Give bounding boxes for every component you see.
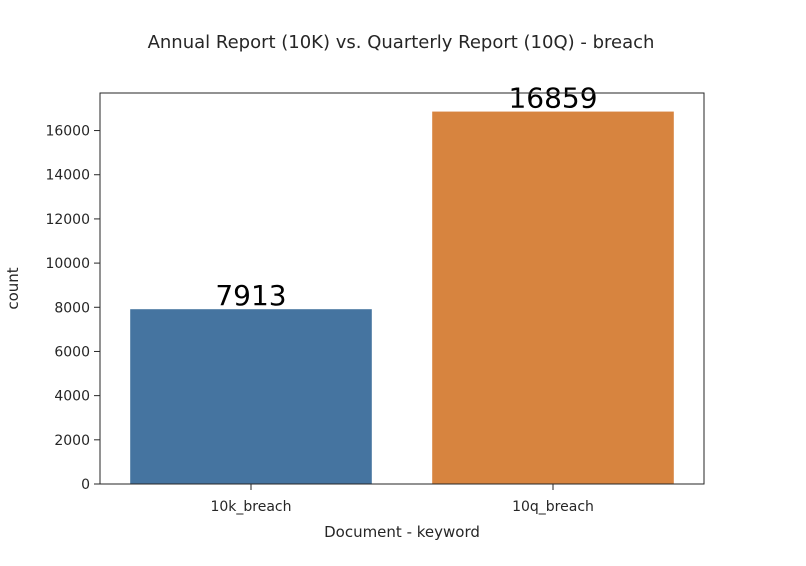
y-axis-ticks: 0 2000 4000 6000 8000 10000 12000 14000 16000 xyxy=(45,124,100,493)
data-label-10k_breach: 7913 xyxy=(215,279,286,312)
y-tick-label: 4000 xyxy=(54,389,90,405)
bar-10q_breach xyxy=(432,111,674,484)
y-tick-label: 8000 xyxy=(54,300,90,316)
y-tick-label: 16000 xyxy=(45,124,90,140)
data-label-10q_breach: 16859 xyxy=(508,82,597,115)
y-tick-label: 2000 xyxy=(54,433,90,449)
y-tick-label: 6000 xyxy=(54,344,90,360)
y-tick-label: 14000 xyxy=(45,168,90,184)
bars: 7913 16859 xyxy=(130,82,674,484)
x-axis-label: Document - keyword xyxy=(324,523,480,541)
x-tick-label: 10q_breach xyxy=(512,499,594,515)
x-tick-label: 10k_breach xyxy=(210,499,291,515)
chart-title: Annual Report (10K) vs. Quarterly Report… xyxy=(148,32,655,53)
y-tick-label: 10000 xyxy=(45,256,90,272)
y-axis-label: count xyxy=(4,267,22,309)
bar-10k_breach xyxy=(130,309,372,484)
x-axis-ticks: 10k_breach 10q_breach xyxy=(210,484,594,515)
plot-frame xyxy=(99,92,705,485)
y-tick-label: 0 xyxy=(81,477,90,493)
y-tick-label: 12000 xyxy=(45,212,90,228)
